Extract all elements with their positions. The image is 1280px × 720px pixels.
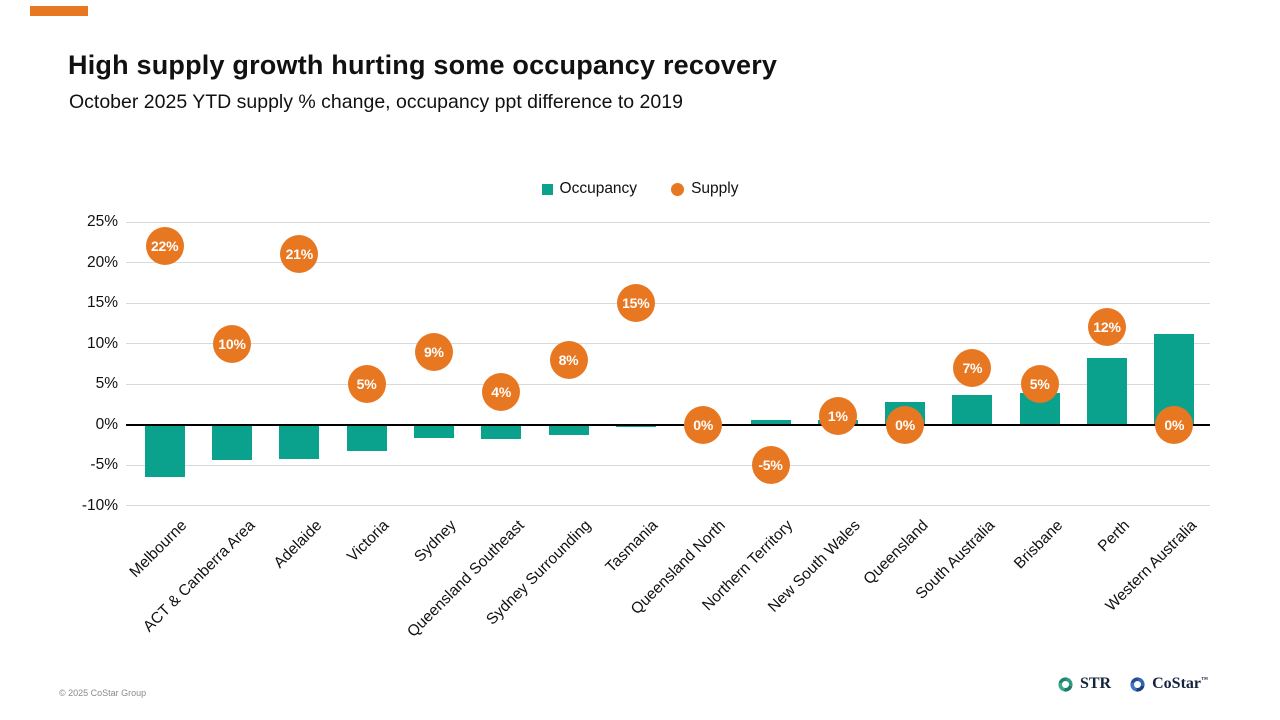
slide-accent-bar [30, 6, 88, 16]
supply-marker-label: 22% [150, 238, 179, 255]
x-axis-category-label: Tasmania [602, 517, 662, 576]
supply-marker-label: 5% [356, 376, 377, 392]
occupancy-bar [1087, 358, 1127, 425]
y-axis-tick-label: 20% [86, 253, 118, 271]
supply-marker: 0% [684, 405, 723, 444]
occupancy-bar [413, 424, 454, 439]
y-axis-tick-label: -5% [90, 456, 118, 473]
supply-marker-label: 1% [827, 408, 848, 425]
occupancy-bar [481, 424, 522, 440]
str-logo-text: STR [1079, 675, 1112, 692]
supply-marker: 0% [886, 405, 925, 444]
occupancy-bar [548, 424, 589, 435]
copyright-text: © 2025 CoStar Group [59, 688, 147, 698]
occupancy-bar [279, 424, 320, 460]
supply-marker-label: 0% [895, 416, 916, 433]
supply-marker-label: 12% [1093, 319, 1121, 336]
trademark-symbol: ™ [1201, 675, 1208, 684]
x-axis-category-label: ACT & Canberra Area [139, 517, 259, 636]
legend-item-supply: Supply [671, 180, 738, 198]
gridline [126, 383, 1210, 385]
gridline [126, 262, 1210, 263]
legend-square-icon [541, 183, 553, 195]
str-logo: STR [1057, 675, 1111, 693]
zero-axis-line [126, 423, 1210, 426]
supply-marker-label: 4% [491, 384, 512, 401]
supply-marker: 15% [616, 284, 655, 322]
supply-marker: 4% [482, 373, 521, 412]
supply-marker: 12% [1088, 308, 1126, 347]
page-subtitle: October 2025 YTD supply % change, occupa… [69, 91, 683, 113]
supply-marker-label: 8% [558, 351, 579, 368]
supply-marker: 10% [213, 324, 251, 363]
x-axis-category-label: Perth [1094, 517, 1134, 556]
supply-marker: 1% [818, 397, 857, 436]
gridline [126, 505, 1210, 506]
occupancy-bar [346, 424, 387, 452]
occupancy-bar [750, 419, 791, 425]
supply-marker-label: 10% [218, 335, 246, 352]
supply-marker: 5% [1020, 365, 1059, 403]
x-axis-category-label: Victoria [344, 517, 393, 566]
legend-item-occupancy: Occupancy [541, 180, 638, 198]
y-axis-tick-label: -10% [81, 496, 118, 514]
y-axis-tick-label: 10% [86, 334, 118, 352]
occupancy-bar [615, 424, 656, 427]
supply-marker: 8% [549, 340, 588, 379]
legend-label: Supply [691, 180, 739, 197]
str-pinwheel-icon [1057, 676, 1074, 693]
costar-pinwheel-icon [1129, 676, 1146, 693]
y-axis-tick-label: 0% [95, 415, 118, 433]
occupancy-bar [144, 424, 185, 478]
legend-circle-icon [671, 182, 685, 196]
supply-marker-label: 9% [423, 343, 444, 360]
gridline [126, 464, 1210, 466]
costar-logo-text: CoStar™ [1152, 675, 1208, 692]
occupancy-bar [212, 424, 252, 461]
y-axis-tick-label: 15% [86, 294, 118, 311]
supply-marker-label: 21% [285, 246, 314, 263]
x-axis-category-label: Sydney [411, 517, 460, 566]
x-axis-category-label: Adelaide [270, 517, 326, 572]
occupancy-bar [952, 394, 993, 425]
x-axis-category-label: Brisbane [1010, 517, 1066, 573]
chart-legend: Occupancy Supply [0, 180, 1280, 198]
x-axis-category-label: Queensland Southeast [403, 517, 528, 641]
legend-label: Occupancy [559, 180, 638, 197]
y-axis-tick-label: 5% [95, 375, 118, 392]
supply-marker-label: -5% [758, 457, 783, 473]
supply-marker: 22% [145, 227, 184, 266]
supply-marker: 5% [347, 365, 386, 403]
gridline [126, 302, 1210, 304]
supply-marker: 9% [414, 332, 453, 371]
page-title: High supply growth hurting some occupanc… [68, 50, 778, 80]
costar-logo: CoStar™ [1129, 675, 1208, 693]
supply-marker-label: 0% [693, 416, 714, 433]
x-axis-category-label: Melbourne [126, 517, 191, 581]
x-axis-category-label: Queensland [859, 517, 932, 589]
y-axis-tick-label: 25% [86, 213, 118, 230]
supply-marker-label: 15% [622, 295, 650, 311]
supply-marker-label: 0% [1164, 416, 1185, 433]
supply-marker: 0% [1155, 405, 1194, 444]
supply-marker-label: 5% [1029, 376, 1050, 392]
supply-marker: -5% [751, 446, 790, 484]
gridline [126, 343, 1210, 344]
supply-marker: 21% [280, 235, 319, 274]
supply-marker-label: 7% [962, 359, 983, 376]
gridline [126, 221, 1210, 223]
footer-logos: STR CoStar™ [1057, 675, 1208, 693]
supply-marker: 7% [953, 348, 992, 387]
